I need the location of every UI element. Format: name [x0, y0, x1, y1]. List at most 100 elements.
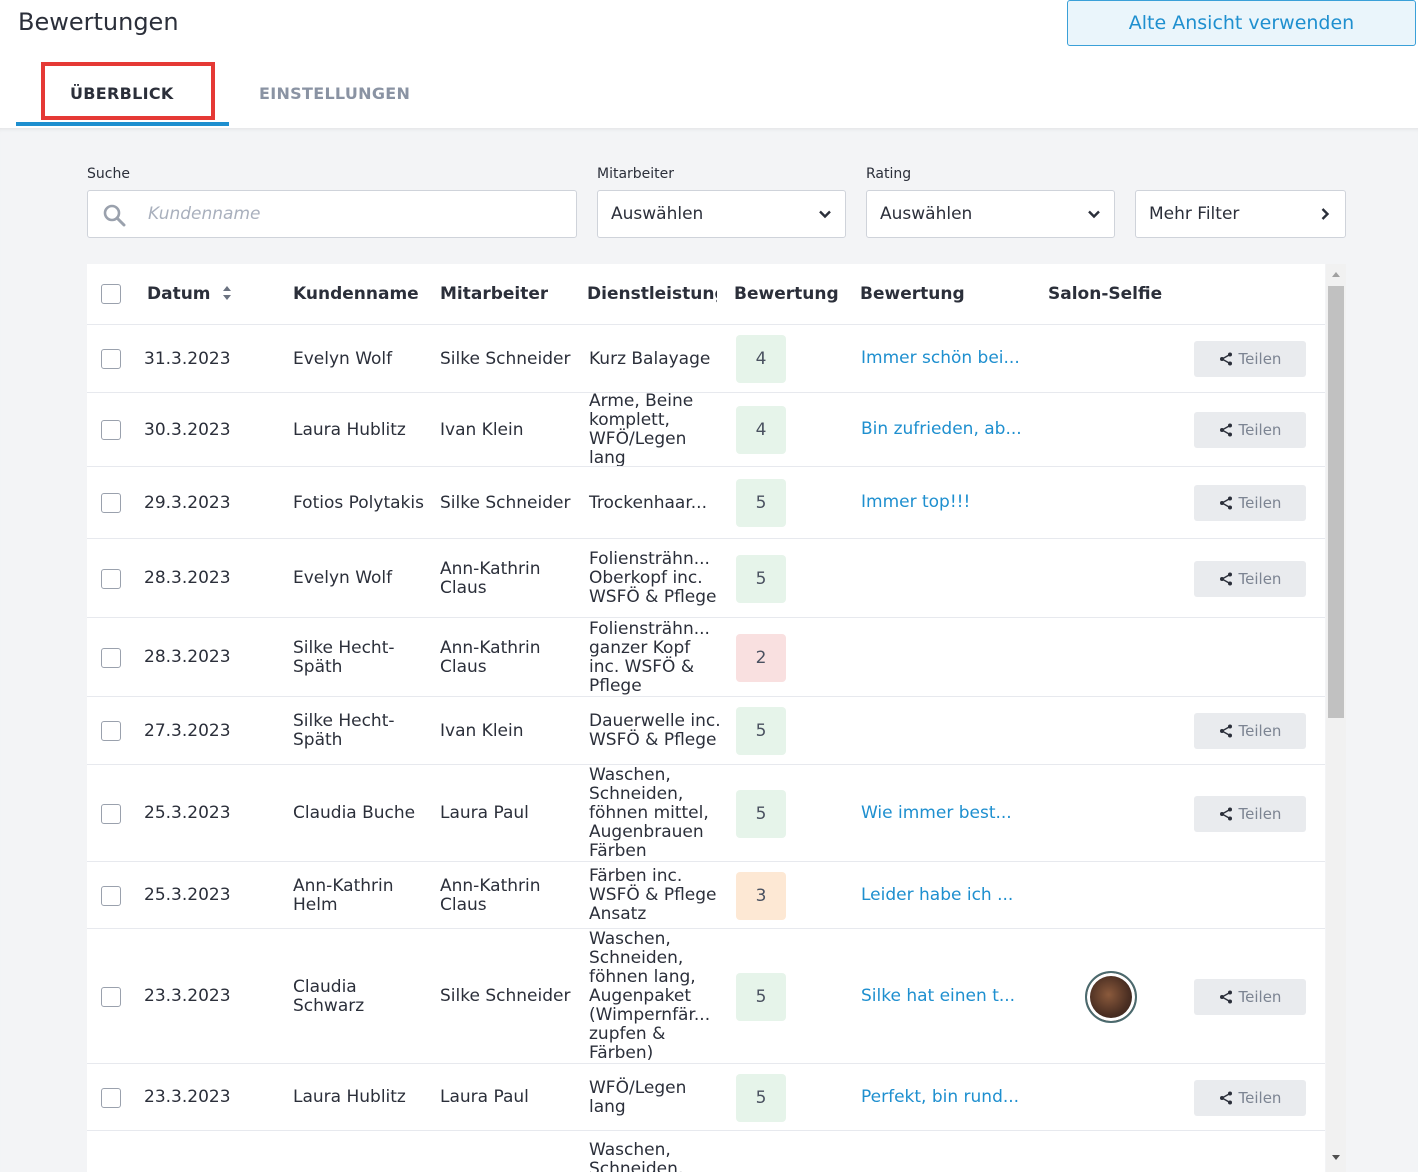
row-checkbox[interactable] [101, 349, 121, 369]
table-row[interactable]: 23.3.2023 Claudia Schwarz Silke Schneider W… [87, 928, 1325, 1063]
share-button[interactable]: Teilen [1194, 560, 1306, 597]
search-input[interactable] [148, 191, 568, 237]
table-row[interactable]: 25.3.2023 Ann-Kathrin Helm Ann-Kathrin Cla… [87, 861, 1325, 928]
table-row[interactable]: 28.3.2023 Silke Hecht-Späth Ann-Kathrin Cl… [87, 617, 1325, 696]
row-employee: Silke Schneider [440, 492, 571, 513]
row-checkbox[interactable] [101, 493, 121, 513]
row-customer: Silke Hecht-Späth [293, 711, 395, 750]
table-row[interactable]: 27.3.2023 Silke Hecht-Späth Ivan Klein Daue… [87, 696, 1325, 764]
row-date: 27.3.2023 [144, 720, 231, 741]
share-icon [1219, 990, 1232, 1003]
rating-badge: 5 [736, 972, 786, 1021]
row-customer: Silke Hecht-Späth [293, 637, 395, 677]
table-row[interactable]: 29.3.2023 Fotios Polytakis Silke Schneider… [87, 466, 1325, 538]
review-link[interactable]: Wie immer best... [861, 802, 1012, 823]
share-label: Teilen [1238, 1088, 1282, 1107]
row-date: 23.3.2023 [144, 1087, 231, 1107]
share-icon [1219, 423, 1232, 437]
employee-select-value: Auswählen [611, 204, 704, 224]
row-service: Waschen, Schneiden, föhnen mittel, Augen… [589, 765, 709, 861]
table-row[interactable]: Waschen, Schneiden, [87, 1130, 1325, 1172]
row-service: Foliensträhn... ganzer Kopf inc. WSFÖ & … [589, 618, 710, 696]
share-icon [1219, 496, 1232, 510]
rating-badge: 5 [736, 1073, 786, 1122]
row-date: 28.3.2023 [144, 568, 231, 588]
old-view-button[interactable]: Alte Ansicht verwenden [1067, 0, 1416, 46]
search-label: Suche [87, 166, 130, 182]
share-button[interactable]: Teilen [1194, 713, 1306, 749]
row-service: Kurz Balayage [589, 348, 711, 369]
row-service: Arme, Beine komplett, WFÖ/Legen lang [589, 391, 694, 468]
share-label: Teilen [1238, 494, 1282, 512]
rating-badge: 5 [736, 707, 786, 755]
scrollbar-thumb[interactable] [1328, 286, 1344, 718]
row-employee [440, 1131, 580, 1172]
review-link[interactable]: Silke hat einen t... [861, 985, 1016, 1006]
row-service: Foliensträhn... Oberkopf inc. WSFÖ & Pfl… [589, 549, 717, 607]
row-customer: Evelyn Wolf [293, 568, 393, 588]
row-checkbox[interactable] [101, 568, 121, 589]
table-row[interactable]: 30.3.2023 Laura Hublitz Ivan Klein Arme, Be… [87, 391, 1325, 468]
row-checkbox[interactable] [101, 1087, 121, 1108]
review-link[interactable]: Perfekt, bin rund... [861, 1086, 1020, 1107]
row-employee: Ivan Klein [440, 419, 524, 440]
employee-filter-label: Mitarbeiter [597, 166, 675, 182]
share-label: Teilen [1238, 722, 1282, 740]
row-date [144, 1131, 284, 1172]
column-header-rating: Bewertung [734, 284, 839, 304]
row-employee: Silke Schneider [440, 986, 571, 1006]
reviews-table: Datum Kundenname Mitarbeiter Dienstleist… [87, 264, 1325, 1172]
row-date: 25.3.2023 [144, 885, 231, 905]
row-checkbox[interactable] [101, 803, 121, 824]
row-checkbox[interactable] [101, 420, 121, 440]
table-row[interactable]: 31.3.2023 Evelyn Wolf Silke Schneider Kurz … [87, 324, 1325, 392]
salon-selfie-thumbnail[interactable] [1085, 970, 1137, 1023]
row-service: Trockenhaar... [589, 492, 707, 513]
tab-settings[interactable]: EINSTELLUNGEN [259, 84, 411, 103]
row-date: 25.3.2023 [144, 803, 231, 823]
table-row[interactable]: 25.3.2023 Claudia Buche Laura Paul Waschen,… [87, 764, 1325, 861]
row-customer: Claudia Buche [293, 803, 416, 823]
row-date: 31.3.2023 [144, 348, 231, 369]
row-customer [293, 1131, 433, 1172]
row-checkbox[interactable] [101, 885, 121, 906]
tab-overview[interactable]: ÜBERBLICK [70, 84, 174, 103]
share-icon [1219, 1091, 1232, 1104]
share-button[interactable]: Teilen [1194, 412, 1306, 448]
rating-badge: 5 [736, 554, 786, 603]
row-checkbox[interactable] [101, 721, 121, 741]
share-button[interactable]: Teilen [1194, 1079, 1306, 1116]
row-checkbox[interactable] [101, 986, 121, 1007]
share-label: Teilen [1238, 987, 1282, 1006]
row-service: Waschen, Schneiden, [589, 1140, 684, 1172]
row-employee: Ivan Klein [440, 720, 524, 741]
share-icon [1219, 807, 1232, 820]
search-box [87, 190, 577, 238]
scroll-up-icon[interactable] [1331, 270, 1341, 278]
employee-select[interactable]: Auswählen [597, 190, 846, 238]
select-all-checkbox[interactable] [101, 284, 121, 304]
sort-icon [223, 286, 232, 300]
share-button[interactable]: Teilen [1194, 485, 1306, 521]
review-link[interactable]: Immer schön bei... [861, 348, 1020, 368]
review-link[interactable]: Bin zufrieden, ab... [861, 419, 1022, 439]
row-employee: Laura Paul [440, 1087, 529, 1107]
page-title: Bewertungen [18, 8, 179, 36]
table-row[interactable]: 23.3.2023 Laura Hublitz Laura Paul WFÖ/Lege… [87, 1063, 1325, 1130]
row-checkbox[interactable] [101, 647, 121, 668]
share-button[interactable]: Teilen [1194, 341, 1306, 377]
rating-select[interactable]: Auswählen [866, 190, 1115, 238]
share-button[interactable]: Teilen [1194, 795, 1306, 832]
more-filters-button[interactable]: Mehr Filter [1135, 190, 1346, 238]
review-link[interactable]: Leider habe ich ... [861, 884, 1014, 905]
column-header-date[interactable]: Datum [147, 284, 232, 304]
scroll-down-icon[interactable] [1331, 1154, 1341, 1162]
row-customer: Laura Hublitz [293, 1087, 406, 1107]
share-icon [1219, 352, 1232, 366]
review-link[interactable]: Immer top!!! [861, 492, 971, 512]
share-button[interactable]: Teilen [1194, 978, 1306, 1015]
rating-badge: 3 [736, 871, 786, 920]
table-row[interactable]: 28.3.2023 Evelyn Wolf Ann-Kathrin Claus Fol… [87, 538, 1325, 617]
column-header-salon-selfie: Salon-Selfie [1048, 284, 1163, 304]
rating-filter-label: Rating [866, 166, 912, 182]
